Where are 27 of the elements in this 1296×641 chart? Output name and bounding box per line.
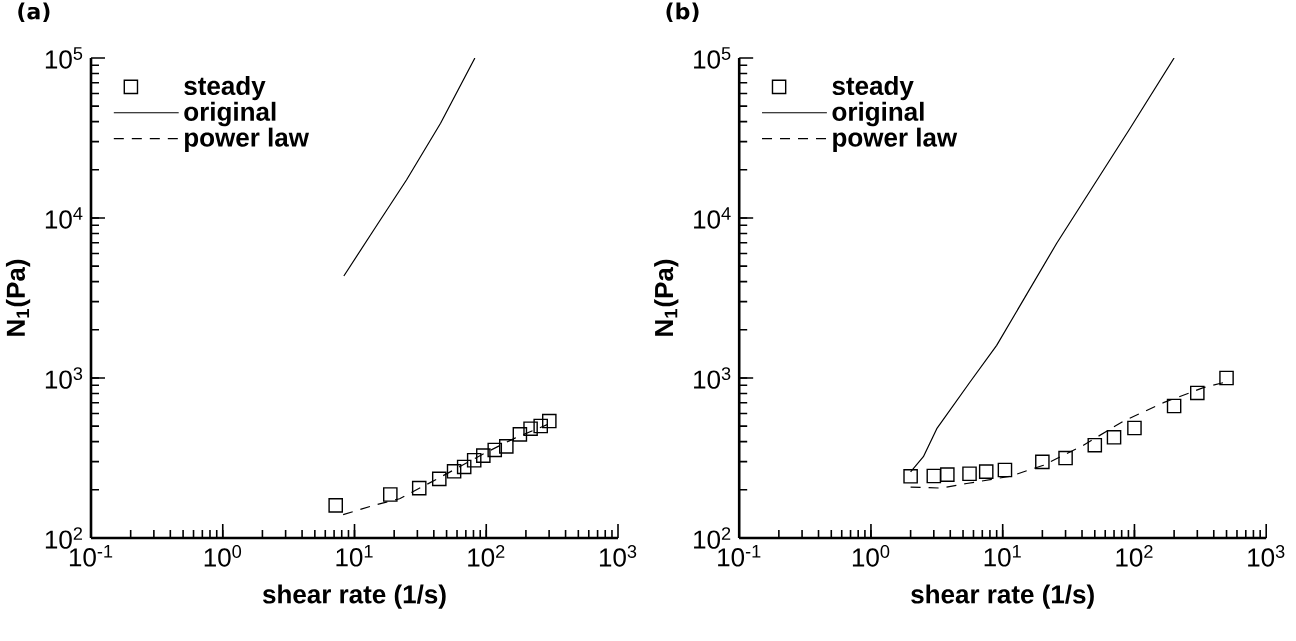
x-tick-label: 10$^{1}$	[336, 545, 373, 567]
x-tick-label: 10$^{3}$	[1248, 545, 1285, 567]
y-tick-label: 10$^{4}$	[694, 207, 731, 229]
x-tick-label: 10$^{3}$	[599, 545, 637, 567]
legend-label: steady	[184, 75, 266, 101]
x-tick-label: 10$^{0}$	[204, 545, 242, 567]
x-tick-label: 10$^{0}$	[852, 545, 890, 567]
legend-label: original	[184, 101, 276, 127]
y-axis-title: N$_{1}$(Pa)	[5, 259, 31, 336]
y-tick-label: 10$^{3}$	[45, 367, 83, 389]
x-axis-title: shear rate (1/s)	[911, 584, 1094, 609]
y-axis-title: N$_{1}$(Pa)	[654, 259, 679, 336]
y-tick-label: 10$^{5}$	[694, 47, 731, 69]
x-tick-label: 10$^{2}$	[1116, 545, 1153, 567]
legend-label: power law	[185, 127, 309, 152]
y-tick-label: 10$^{5}$	[45, 47, 83, 69]
legend-label: original	[832, 101, 924, 127]
x-tick-label: 10$^{2}$	[468, 545, 505, 567]
x-axis-title: shear rate (1/s)	[262, 584, 446, 609]
y-tick-label: 10$^{3}$	[694, 367, 731, 389]
legend-label: power law	[833, 127, 958, 152]
y-tick-label: 10$^{2}$	[45, 527, 83, 549]
chart-title: (a)	[18, 2, 50, 23]
y-tick-label: 10$^{4}$	[45, 207, 83, 229]
legend-label: steady	[832, 75, 914, 101]
x-tick-label: 10$^{1}$	[984, 545, 1021, 567]
chart-title: (b)	[666, 2, 699, 23]
